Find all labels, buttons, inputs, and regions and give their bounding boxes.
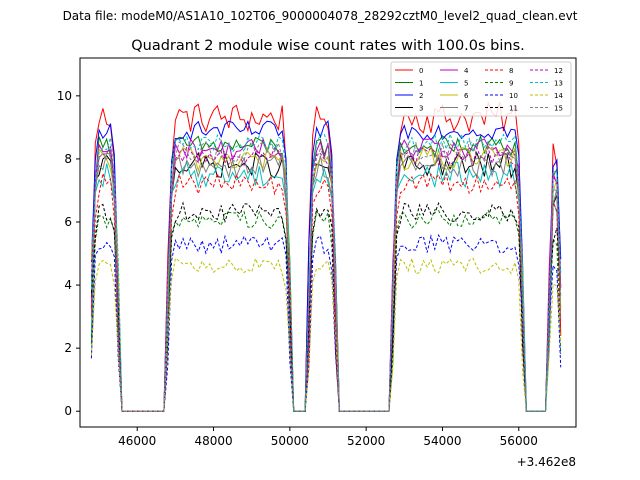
y-tick-label: 0	[64, 404, 72, 418]
legend-frame	[390, 61, 572, 117]
legend-label-10: 10	[509, 92, 518, 100]
series-line-9	[90, 209, 562, 412]
x-axis-offset-label: +3.462e8	[517, 455, 576, 469]
y-tick-label: 2	[64, 341, 72, 355]
series-line-11	[90, 201, 562, 412]
legend-label-2: 2	[419, 92, 423, 100]
series-layer	[90, 100, 562, 412]
legend-label-3: 3	[419, 105, 423, 113]
legend-label-0: 0	[419, 67, 423, 75]
legend-label-5: 5	[464, 80, 468, 88]
legend-label-6: 6	[464, 92, 469, 100]
series-line-8	[90, 171, 562, 412]
x-tick-label: 54000	[423, 434, 461, 448]
x-tick-label: 56000	[500, 434, 538, 448]
legend-label-13: 13	[554, 80, 563, 88]
legend-label-9: 9	[509, 80, 513, 88]
legend-label-4: 4	[464, 67, 469, 75]
legend-label-8: 8	[509, 67, 513, 75]
legend-label-15: 15	[554, 105, 563, 113]
legend-label-7: 7	[464, 105, 468, 113]
series-line-13	[90, 132, 562, 412]
x-tick-label: 50000	[271, 434, 309, 448]
legend-label-14: 14	[554, 92, 563, 100]
figure-suptitle: Data file: modeM0/AS1A10_102T06_90000040…	[63, 9, 578, 23]
x-tick-label: 48000	[194, 434, 232, 448]
series-line-4	[90, 137, 562, 412]
x-tick-label: 46000	[118, 434, 156, 448]
axes-frame	[79, 57, 577, 428]
x-axis: 46000 48000 50000 52000 54000 56000	[118, 427, 538, 448]
x-tick-label: 52000	[347, 434, 385, 448]
y-tick-label: 6	[64, 215, 72, 229]
chart-title: Quadrant 2 module wise count rates with …	[131, 38, 525, 54]
legend-label-1: 1	[419, 80, 423, 88]
series-line-10	[90, 233, 562, 412]
legend-label-12: 12	[554, 67, 563, 75]
series-line-14	[90, 256, 562, 412]
legend-label-11: 11	[509, 105, 518, 113]
y-axis: 0 2 4 6 8 10	[57, 89, 80, 418]
series-line-15	[90, 141, 562, 412]
y-tick-label: 10	[57, 89, 72, 103]
series-line-5	[90, 161, 562, 412]
series-line-6	[90, 145, 562, 412]
series-line-3	[90, 151, 562, 412]
y-tick-label: 8	[64, 152, 72, 166]
y-tick-label: 4	[64, 278, 72, 292]
series-line-7	[90, 151, 562, 412]
series-line-12	[90, 145, 562, 412]
